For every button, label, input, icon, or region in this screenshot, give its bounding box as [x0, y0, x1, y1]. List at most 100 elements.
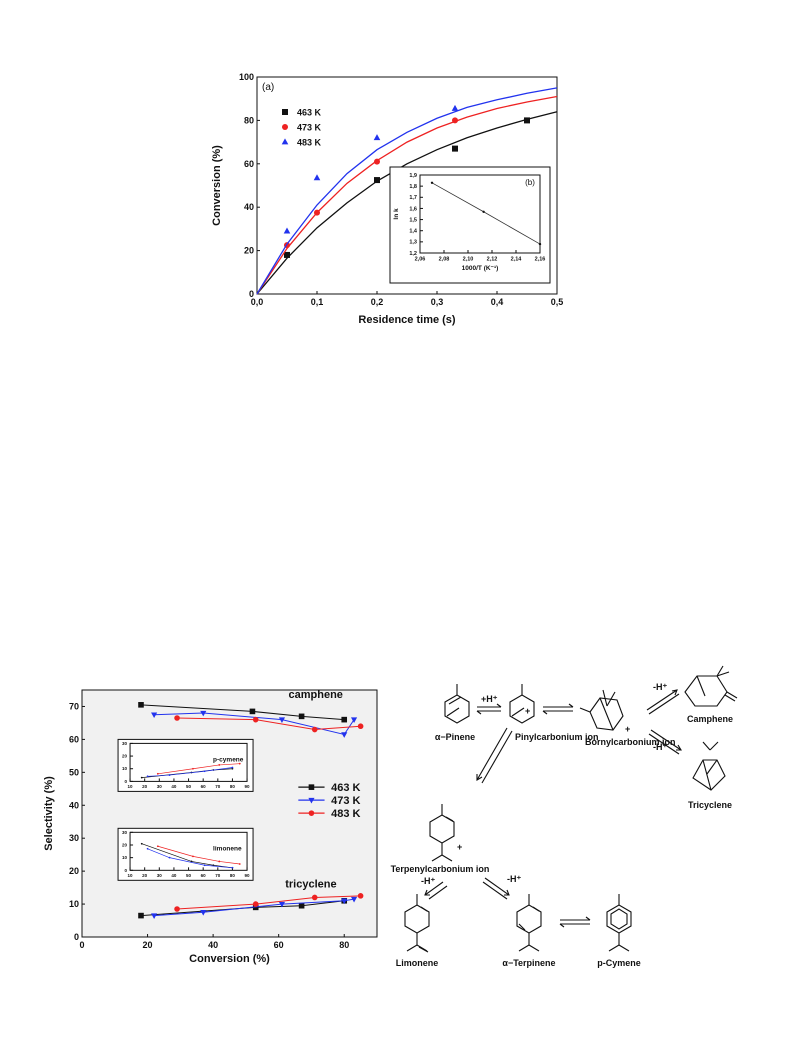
inset-b-frame: [419, 174, 541, 254]
chart-a-y-tick-label: 100: [239, 72, 254, 82]
inset-0-point: [231, 767, 234, 770]
data-point: [374, 158, 380, 165]
inset-b-point: [482, 210, 485, 213]
data-point: [451, 104, 459, 111]
inset-1-point: [231, 866, 234, 869]
camphene-point: [174, 715, 180, 721]
data-point: [313, 174, 321, 181]
chart-sel-x-axis-label: Conversion (%): [189, 953, 270, 965]
inset-0-x-tick-label: 50: [186, 784, 192, 789]
inset-1-point: [192, 855, 194, 858]
inset-b-x-tick-label: 2,06: [415, 257, 426, 263]
fit-curve-0: [256, 111, 558, 295]
inset-0-point: [146, 775, 149, 778]
step-label-tricyclene: -H⁺: [653, 742, 667, 752]
inset-1-y-tick-label: 10: [122, 855, 128, 860]
step-label-camphene: -H⁺: [653, 682, 667, 692]
chart-sel-y-tick-label: 50: [69, 767, 79, 777]
legend-label: 483 K: [297, 138, 322, 148]
inset-1-x-tick-label: 70: [215, 873, 221, 878]
data-point: [452, 117, 458, 124]
legend-label: 473 K: [331, 795, 360, 807]
inset-b-y-tick-label: 1,6: [409, 206, 417, 212]
chart-a-x-tick-label: 0,4: [491, 297, 504, 307]
tricyclene-label: Tricyclene: [688, 800, 732, 810]
inset-0-point: [168, 774, 171, 776]
tricyclene-point: [357, 893, 364, 899]
conversion-chart-svg: 0,0 0,1 0,2 0,3 0,4 0,5 0 20 40 60 80 100 (a) Residen…: [211, 72, 563, 326]
chart-sel-y-tick-label: 60: [69, 734, 79, 744]
limonene-structure: [404, 894, 430, 953]
inset-1-line-0: [141, 843, 233, 869]
plot-background: [82, 690, 377, 937]
chart-a-x-tick-label: 0,3: [431, 297, 444, 307]
camphene-point: [341, 716, 348, 723]
data-point: [284, 251, 290, 258]
chart-a-y-tick-label: 60: [244, 159, 254, 169]
inset-0-x-tick-label: 20: [142, 784, 148, 789]
camphene-point: [341, 732, 348, 738]
tricyclene-point: [298, 902, 305, 909]
chart-a-frame: [256, 76, 558, 295]
inset-0-point: [231, 766, 234, 769]
camphene-point: [278, 717, 286, 723]
tricyclene-point: [200, 910, 207, 916]
inset-0-x-tick-label: 90: [245, 784, 251, 789]
tricyclene-point: [174, 906, 180, 912]
chart-a-x-tick-label: 0,0: [251, 297, 264, 307]
tricyclene-point: [138, 912, 144, 919]
camphene-point: [252, 716, 259, 723]
inset-1-point: [156, 845, 159, 848]
chart-sel-x-tick-label: 40: [208, 940, 218, 950]
camphene-point: [357, 723, 364, 730]
inset-1-point: [218, 860, 221, 863]
data-point: [524, 117, 530, 124]
chart-a-x-axis-label: Residence time (s): [358, 314, 456, 326]
inset-b-label: (b): [525, 178, 535, 187]
camphene-point: [138, 702, 144, 708]
pinylcarbonium-label: Pinylcarbonium ion: [515, 732, 599, 742]
inset-1-line-2: [157, 845, 240, 865]
terpenyl-charge: +: [457, 842, 462, 852]
inset-b-y-tick-label: 1,8: [409, 184, 417, 190]
inset-1-x-tick-label: 20: [142, 873, 148, 878]
step-label-terpinene: -H⁺: [507, 874, 521, 884]
inset-b-x-tick-label: 2,16: [535, 257, 546, 263]
limonene-label: Limonene: [396, 958, 439, 968]
chart-a-y-tick-label: 40: [244, 202, 254, 212]
legend-marker: [281, 138, 289, 145]
camphene-label: Camphene: [687, 714, 733, 724]
data-point: [314, 209, 320, 216]
p-cymene-label: p-Cymene: [597, 958, 641, 968]
chart-a-panel-label: (a): [262, 82, 274, 93]
chart-sel-y-tick-label: 20: [69, 866, 79, 876]
inset-b-x-tick-label: 2,14: [511, 257, 523, 263]
tricyclene-point: [341, 898, 348, 905]
inset-1-x-tick-label: 60: [201, 873, 207, 878]
tricyclene-point: [311, 894, 318, 901]
inset-0-y-tick-label: 0: [125, 779, 128, 784]
inset-0-point: [218, 764, 221, 766]
data-point: [452, 145, 458, 152]
reaction-scheme: + + + +H⁺ -H⁺ -H⁺ -H⁺ -H⁺ α−Pinene Pinyl…: [385, 650, 765, 980]
inset-b-x-tick-label: 2,10: [463, 257, 474, 263]
chart-sel-x-tick-label: 80: [339, 940, 349, 950]
legend-label: 463 K: [297, 108, 322, 118]
inset-b-y-tick-label: 1,4: [409, 229, 418, 235]
inset-b-x-tick-label: 2,08: [439, 257, 450, 263]
tricyclene-line-0: [140, 900, 345, 917]
chart-sel-y-axis-label: Selectivity (%): [43, 776, 55, 851]
chart-a-y-axis-label: Conversion (%): [211, 145, 223, 226]
inset-b-y-label: ln k: [393, 208, 400, 220]
data-point: [373, 134, 381, 141]
annotation-camphene: camphene: [289, 689, 343, 701]
legend-marker: [282, 124, 288, 130]
fit-curve-2: [256, 87, 558, 295]
bornyl-charge: +: [625, 724, 630, 734]
selectivity-chart: 0 20 40 60 80 0 10 20 30 40 50 60 70 Conversion (%) Se…: [40, 685, 385, 975]
inset-0-point: [156, 772, 159, 775]
tricyclene-point: [252, 901, 259, 907]
pinyl-charge: +: [525, 706, 530, 716]
inset-0-box: [117, 738, 254, 792]
